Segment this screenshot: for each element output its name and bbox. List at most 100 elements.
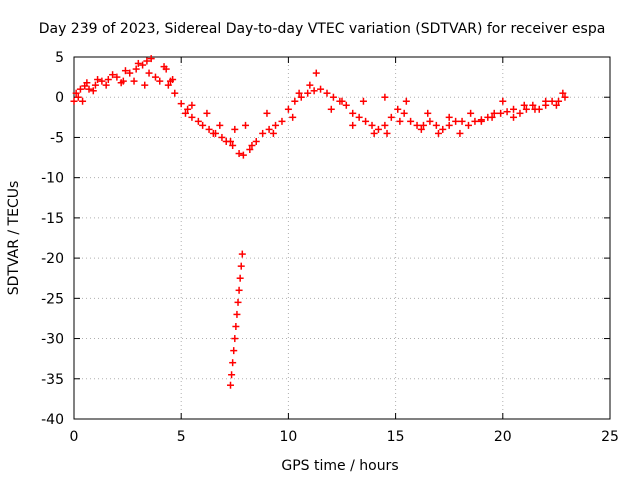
data-point — [362, 117, 370, 125]
data-point — [169, 76, 177, 84]
data-point — [104, 76, 112, 84]
data-point — [396, 117, 404, 125]
data-point — [145, 69, 153, 77]
data-point — [230, 347, 238, 355]
data-point — [164, 81, 172, 89]
data-point — [413, 121, 421, 129]
data-point — [72, 89, 80, 97]
y-tick-label: -25 — [41, 291, 64, 307]
data-point — [236, 274, 244, 282]
data-point — [312, 69, 320, 77]
data-point — [259, 129, 267, 137]
data-point — [234, 298, 242, 306]
data-point — [291, 97, 299, 105]
data-point — [231, 335, 239, 343]
data-point — [85, 85, 93, 93]
data-point — [510, 113, 518, 121]
data-point — [368, 121, 376, 129]
data-point — [109, 71, 117, 79]
data-point — [464, 121, 472, 129]
data-point — [387, 113, 395, 121]
data-point — [510, 105, 518, 113]
data-point — [231, 125, 239, 133]
x-tick-label: 25 — [601, 429, 619, 445]
data-point — [130, 77, 138, 85]
data-point — [370, 129, 378, 137]
data-point — [269, 129, 277, 137]
x-axis-label: GPS time / hours — [281, 458, 398, 474]
data-point — [490, 109, 498, 117]
data-point — [488, 113, 496, 121]
data-point — [471, 117, 479, 125]
data-point — [407, 117, 415, 125]
data-point — [91, 81, 99, 89]
data-point — [227, 137, 235, 145]
data-point — [559, 89, 567, 97]
data-point — [143, 57, 151, 65]
data-point — [434, 129, 442, 137]
data-point — [235, 286, 243, 294]
data-point — [355, 113, 363, 121]
data-point — [338, 97, 346, 105]
chart-title: Day 239 of 2023, Sidereal Day-to-day VTE… — [39, 21, 606, 37]
data-point — [555, 97, 563, 105]
axis-ticks: 0 5 10 15 20 25 5 0 -5 -10 -15 -20 -25 -30 -35 -40 — [41, 50, 619, 445]
x-tick-label: 0 — [70, 429, 79, 445]
data-point — [445, 113, 453, 121]
data-point — [94, 76, 102, 84]
data-point — [171, 89, 179, 97]
data-point — [297, 93, 305, 101]
data-point — [248, 141, 256, 149]
data-point — [529, 101, 537, 109]
data-point — [349, 121, 357, 129]
data-point — [327, 105, 335, 113]
data-point — [452, 117, 460, 125]
data-point — [284, 105, 292, 113]
data-point — [141, 81, 149, 89]
data-point — [102, 81, 110, 89]
y-axis-label: SDTVAR / TECUs — [6, 181, 22, 296]
data-point — [381, 93, 389, 101]
data-point — [383, 129, 391, 137]
y-tick-label: -10 — [41, 171, 64, 187]
data-point — [89, 87, 97, 95]
data-point — [181, 109, 189, 117]
data-point — [229, 141, 237, 149]
data-point — [74, 93, 82, 101]
data-point — [548, 97, 556, 105]
data-point — [359, 97, 367, 105]
data-point — [235, 150, 243, 158]
data-point — [402, 97, 410, 105]
data-point — [272, 121, 280, 129]
data-point — [246, 146, 254, 154]
data-point — [228, 371, 236, 379]
y-tick-label: -40 — [41, 412, 64, 428]
data-point — [439, 125, 447, 133]
y-tick-label: -30 — [41, 332, 64, 348]
data-point — [113, 73, 121, 81]
data-points — [70, 55, 569, 389]
data-point — [160, 63, 168, 71]
x-tick-label: 20 — [494, 429, 512, 445]
data-point — [188, 101, 196, 109]
data-point — [238, 250, 246, 258]
y-tick-label: 0 — [55, 90, 64, 106]
data-point — [295, 89, 303, 97]
data-point — [252, 137, 260, 145]
data-point — [70, 97, 78, 105]
data-point — [310, 87, 318, 95]
data-point — [132, 65, 140, 73]
grid — [74, 57, 610, 419]
x-tick-label: 10 — [279, 429, 297, 445]
data-point — [374, 125, 382, 133]
x-tick-label: 5 — [177, 429, 186, 445]
data-point — [458, 117, 466, 125]
data-point — [79, 97, 87, 105]
data-point — [394, 105, 402, 113]
data-point — [237, 262, 245, 270]
data-point — [520, 101, 528, 109]
data-point — [542, 97, 550, 105]
data-point — [209, 129, 217, 137]
y-tick-label: -35 — [41, 372, 64, 388]
